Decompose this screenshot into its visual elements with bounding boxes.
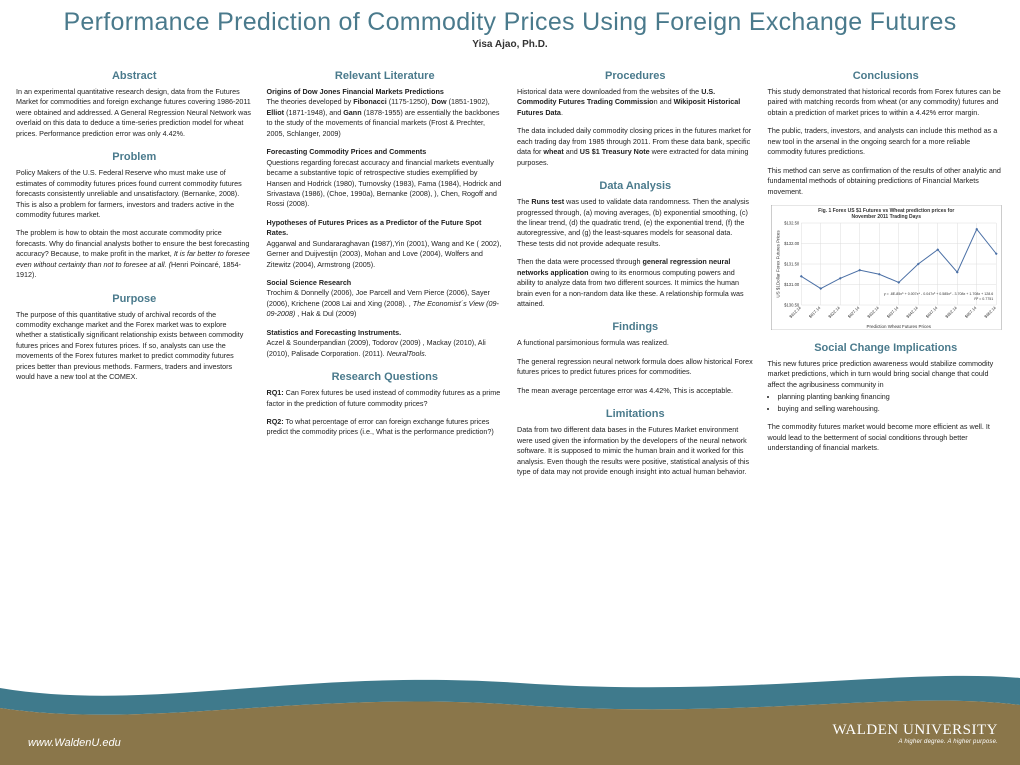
svg-text:$132.50: $132.50 bbox=[784, 220, 800, 225]
litrev-4-t: Trochim & Donnelly (2006), Joe Parcell a… bbox=[267, 288, 499, 318]
problem-p2: The problem is how to obtain the most ac… bbox=[16, 228, 253, 280]
svg-text:$131.50: $131.50 bbox=[784, 261, 800, 266]
problem-p1: Policy Makers of the U.S. Federal Reserv… bbox=[16, 168, 253, 220]
rq-1: RQ1: Can Forex futures be used instead o… bbox=[267, 388, 504, 409]
litrev-2: Forecasting Commodity Prices and Comment… bbox=[267, 147, 504, 210]
footer-logo: WALDEN UNIVERSITY A higher degree. A hig… bbox=[832, 722, 998, 745]
litrev-3-t: Aggarwal and Sundararaghavan (1987),Yin … bbox=[267, 239, 502, 269]
footer-tagline: A higher degree. A higher purpose. bbox=[832, 739, 998, 745]
litrev-3-b: Hypotheses of Futures Prices as a Predic… bbox=[267, 218, 482, 237]
conc-3: This method can serve as confirmation of… bbox=[768, 166, 1005, 197]
heading-limitations: Limitations bbox=[517, 408, 754, 420]
content-columns: Abstract In an experimental quantitative… bbox=[0, 58, 1020, 485]
column-3: Procedures Historical data were download… bbox=[517, 58, 754, 485]
soc-2: The commodity futures market would becom… bbox=[768, 422, 1005, 453]
poster-title: Performance Prediction of Commodity Pric… bbox=[0, 0, 1020, 39]
litrev-5-t: Aczel & Sounderpandian (2009), Todorov (… bbox=[267, 338, 486, 357]
svg-text:US $1Dollar Forex Futures Pri: US $1Dollar Forex Futures Prices bbox=[775, 230, 780, 298]
soc-1: This new futures price prediction awaren… bbox=[768, 359, 1005, 414]
litrev-5-b: Statistics and Forecasting Instruments. bbox=[267, 328, 402, 337]
proc-2: The data included daily commodity closin… bbox=[517, 126, 754, 168]
heading-rq: Research Questions bbox=[267, 371, 504, 383]
rq-2: RQ2: To what percentage of error can for… bbox=[267, 417, 504, 438]
poster-author: Yisa Ajao, Ph.D. bbox=[0, 39, 1020, 58]
line-chart: Fig. 1 Forex US $1 Futures vs Wheat pred… bbox=[768, 205, 1005, 330]
litrev-1: Origins of Dow Jones Financial Markets P… bbox=[267, 87, 504, 139]
find-3: The mean average percentage error was 4.… bbox=[517, 386, 754, 396]
lim-1: Data from two different data bases in th… bbox=[517, 425, 754, 477]
footer-url: www.WaldenU.edu bbox=[28, 737, 121, 749]
find-1: A functional parsimonious formula was re… bbox=[517, 338, 754, 348]
heading-purpose: Purpose bbox=[16, 293, 253, 305]
column-2: Relevant Literature Origins of Dow Jones… bbox=[267, 58, 504, 485]
svg-text:November 2011 Trading Days: November 2011 Trading Days bbox=[851, 214, 921, 220]
heading-problem: Problem bbox=[16, 151, 253, 163]
litrev-1-b: Origins of Dow Jones Financial Markets P… bbox=[267, 87, 444, 96]
abstract-text: In an experimental quantitative research… bbox=[16, 87, 253, 139]
heading-findings: Findings bbox=[517, 321, 754, 333]
heading-conclusions: Conclusions bbox=[768, 70, 1005, 82]
litrev-4-b: Social Science Research bbox=[267, 278, 352, 287]
heading-litrev: Relevant Literature bbox=[267, 70, 504, 82]
soc-li2: buying and selling warehousing. bbox=[778, 404, 1005, 414]
conc-2: The public, traders, investors, and anal… bbox=[768, 126, 1005, 157]
conc-1: This study demonstrated that historical … bbox=[768, 87, 1005, 118]
heading-abstract: Abstract bbox=[16, 70, 253, 82]
soc-li1: planning planting banking financing bbox=[778, 392, 1005, 402]
da-1: The Runs test was used to validate data … bbox=[517, 197, 754, 249]
footer-university: WALDEN UNIVERSITY bbox=[832, 722, 998, 739]
da-2: Then the data were processed through gen… bbox=[517, 257, 754, 309]
litrev-2-t: Questions regarding forecast accuracy an… bbox=[267, 158, 502, 209]
heading-data-analysis: Data Analysis bbox=[517, 180, 754, 192]
purpose-text: The purpose of this quantitative study o… bbox=[16, 310, 253, 383]
litrev-1-t: The theories developed by Fibonacci (117… bbox=[267, 97, 500, 137]
svg-text:$132.00: $132.00 bbox=[784, 241, 800, 246]
svg-text:$131.00: $131.00 bbox=[784, 282, 800, 287]
proc-1: Historical data were downloaded from the… bbox=[517, 87, 754, 118]
footer-wave bbox=[0, 650, 1020, 765]
heading-social-change: Social Change Implications bbox=[768, 342, 1005, 354]
litrev-2-b: Forecasting Commodity Prices and Comment… bbox=[267, 147, 427, 156]
litrev-5: Statistics and Forecasting Instruments. … bbox=[267, 328, 504, 359]
svg-text:y = .8E-85x⁵ + 0.007x⁴ - 0.047: y = .8E-85x⁵ + 0.007x⁴ - 0.047x³ + 0.585… bbox=[883, 292, 992, 296]
litrev-4: Social Science Research Trochim & Donnel… bbox=[267, 278, 504, 320]
column-4: Conclusions This study demonstrated that… bbox=[768, 58, 1005, 485]
svg-text:R² = 0.7751: R² = 0.7751 bbox=[974, 297, 993, 301]
litrev-3: Hypotheses of Futures Prices as a Predic… bbox=[267, 218, 504, 270]
find-2: The general regression neural network fo… bbox=[517, 357, 754, 378]
svg-text:Prediction Wheat Futures Pric: Prediction Wheat Futures Prices bbox=[866, 324, 931, 329]
column-1: Abstract In an experimental quantitative… bbox=[16, 58, 253, 485]
heading-procedures: Procedures bbox=[517, 70, 754, 82]
chart-svg: Fig. 1 Forex US $1 Futures vs Wheat pred… bbox=[768, 205, 1005, 330]
soc-1-text: This new futures price prediction awaren… bbox=[768, 359, 994, 389]
